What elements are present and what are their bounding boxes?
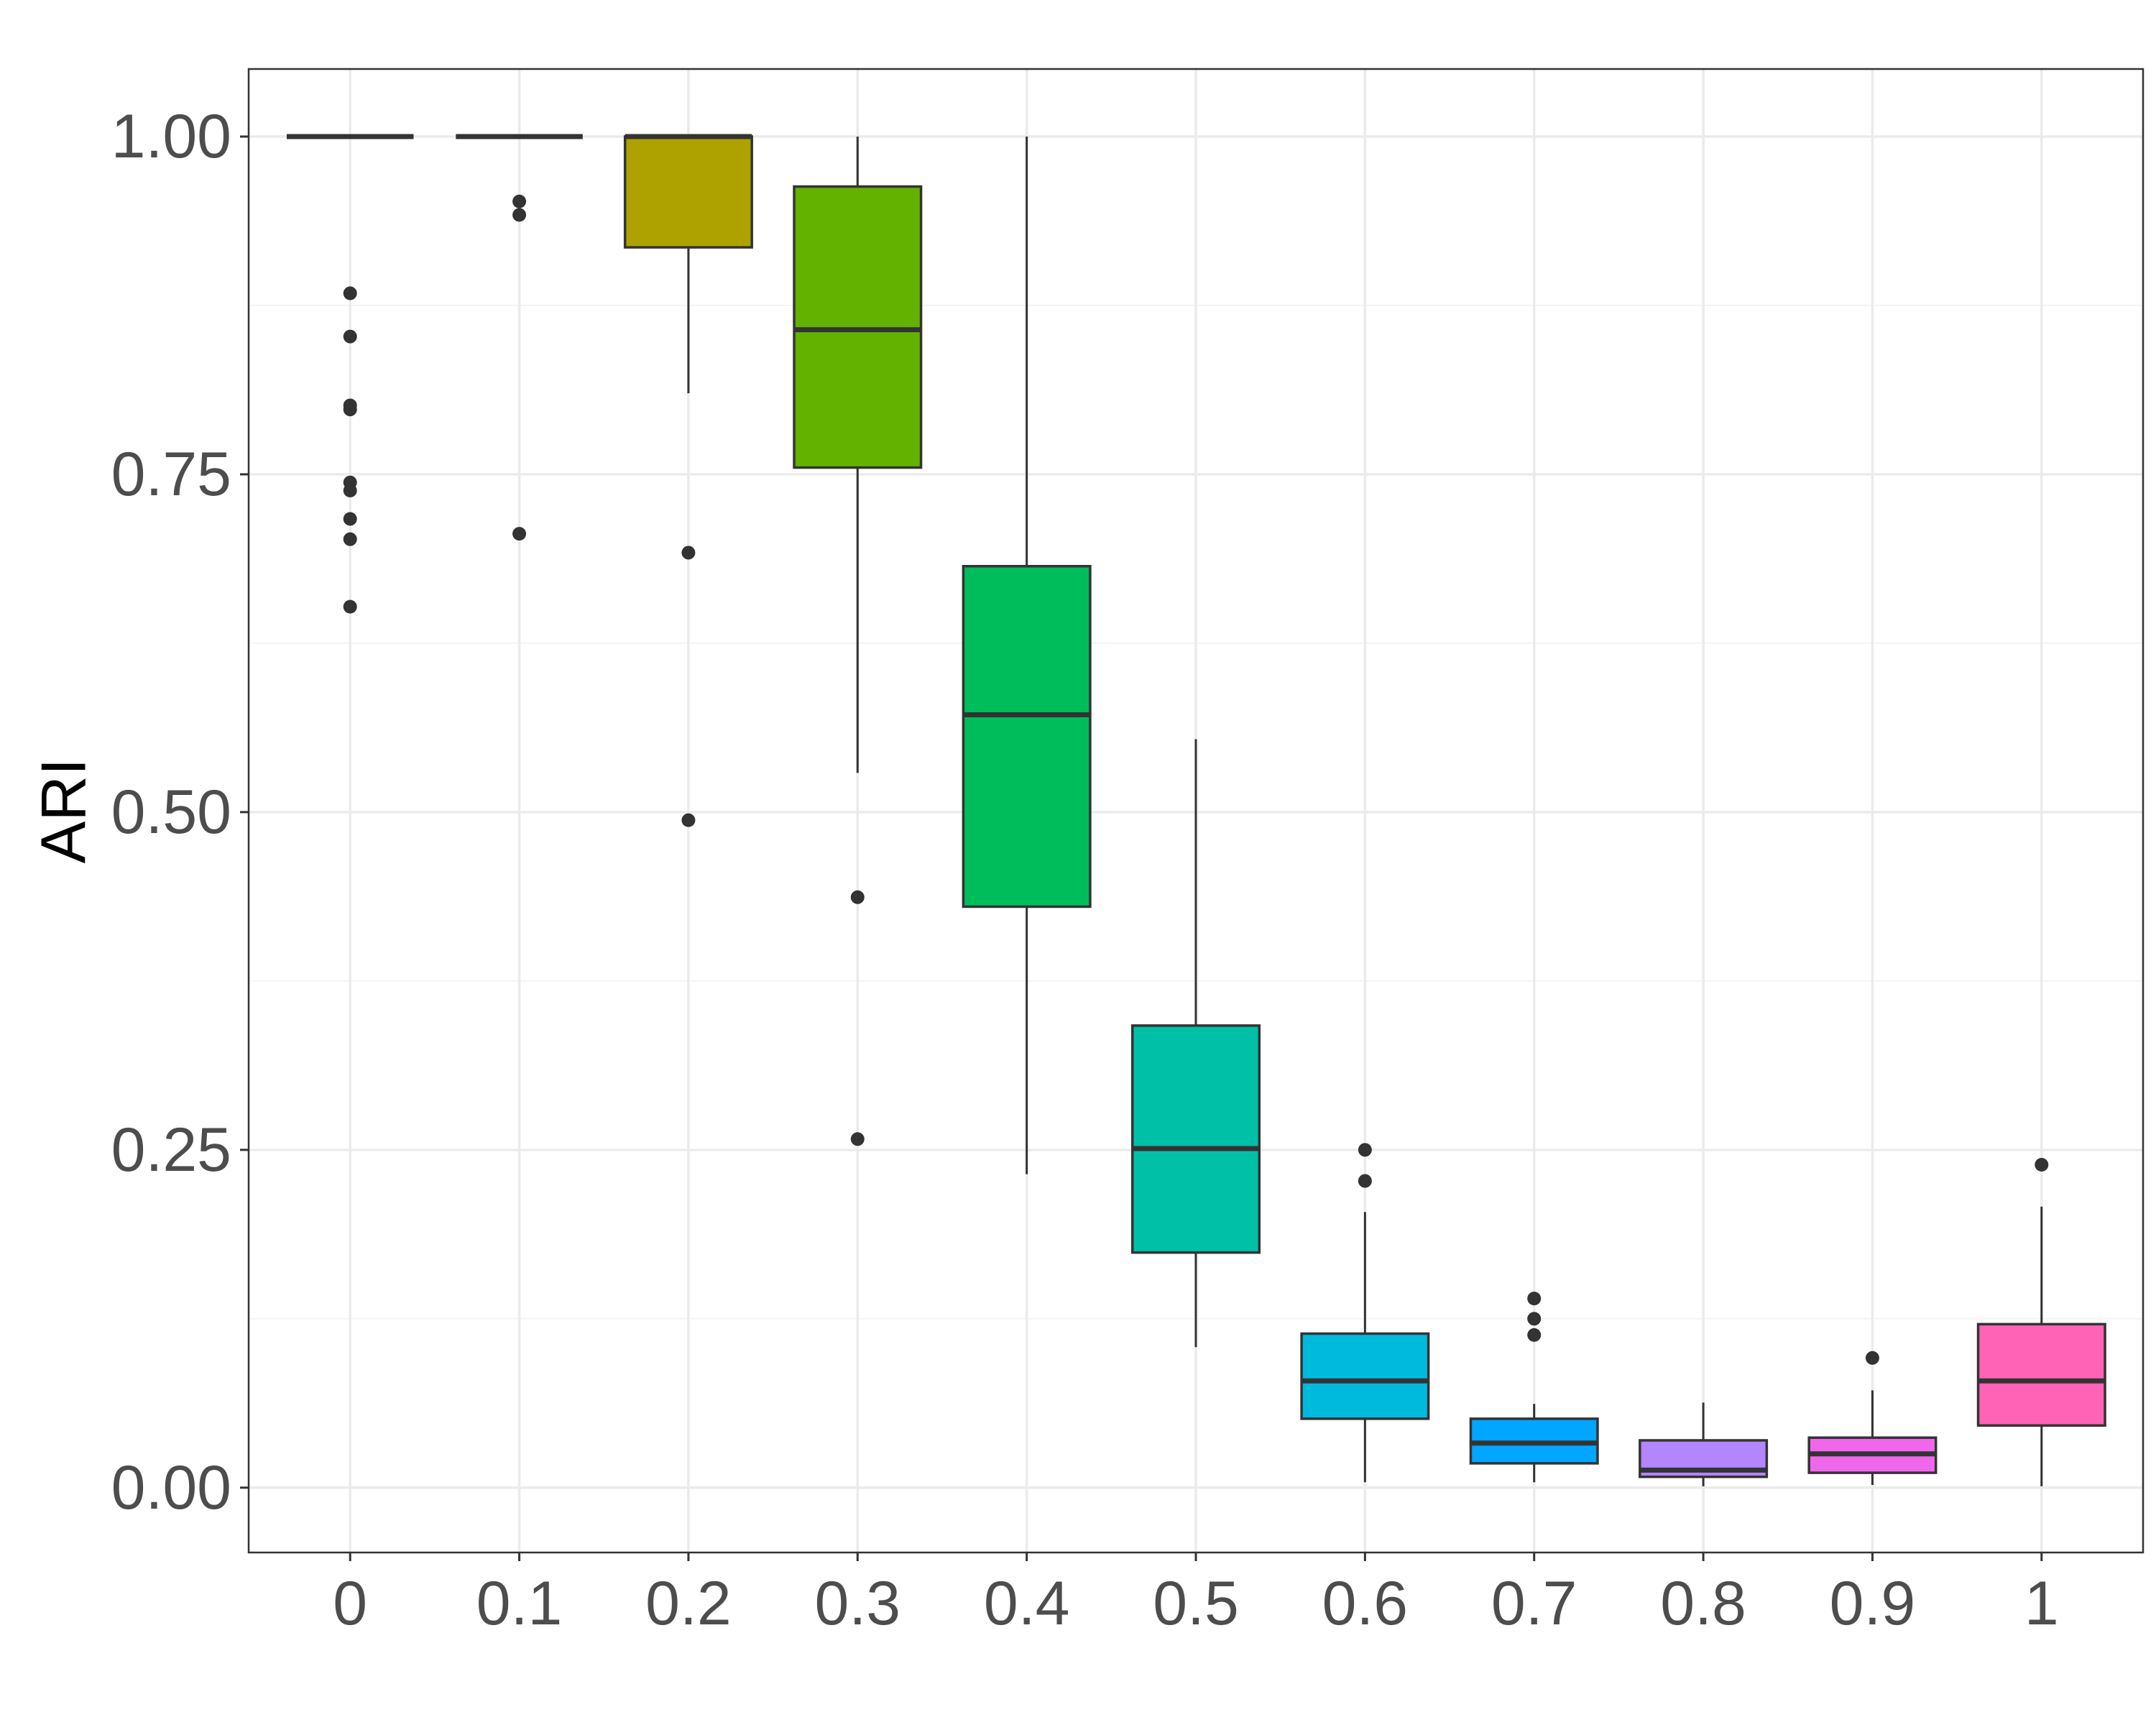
outlier-point [1527, 1292, 1542, 1306]
box-group [1639, 1402, 1769, 1486]
outlier-point [343, 286, 357, 300]
outlier-point [343, 483, 357, 497]
box-group [793, 136, 923, 1146]
boxes [286, 134, 2106, 1486]
y-tick-label: 0.00 [111, 1453, 231, 1522]
box-iqr [962, 565, 1092, 908]
x-tick-label: 0.3 [815, 1569, 901, 1638]
x-tick-label: 0.7 [1491, 1569, 1577, 1638]
box-group [1469, 1292, 1599, 1483]
outlier-point [1865, 1351, 1879, 1365]
box-group [456, 134, 583, 541]
outlier-point [850, 890, 865, 904]
outlier-point [1527, 1312, 1542, 1326]
box-iqr [1300, 1332, 1430, 1420]
outlier-point [343, 599, 357, 614]
box-iqr [1976, 1322, 2106, 1427]
x-tick-label: 0.9 [1830, 1569, 1916, 1638]
box-group [623, 134, 753, 827]
box-group [1807, 1351, 1938, 1486]
box-group [1300, 1143, 1430, 1483]
x-tick-label: 1 [2024, 1569, 2059, 1638]
x-tick-label: 0.4 [984, 1569, 1070, 1638]
box-group [962, 136, 1092, 1174]
y-axis: 0.00 0.25 0.50 0.75 1.00 [111, 102, 249, 1522]
x-tick-label: 0.2 [645, 1569, 732, 1638]
y-tick-label: 0.50 [111, 778, 231, 847]
x-tick-label: 0.8 [1660, 1569, 1746, 1638]
box-iqr [793, 185, 923, 469]
outlier-point [512, 527, 527, 541]
y-tick-label: 1.00 [111, 102, 231, 171]
outlier-point [343, 329, 357, 344]
x-tick-label: 0.5 [1153, 1569, 1239, 1638]
y-axis-title: ARI [28, 758, 99, 864]
box-group [1130, 739, 1261, 1348]
outlier-point [343, 512, 357, 526]
x-tick-label: 0 [333, 1569, 367, 1638]
x-tick-label: 0.6 [1322, 1569, 1409, 1638]
y-tick-label: 0.25 [111, 1116, 231, 1184]
x-tick-label: 0.1 [476, 1569, 563, 1638]
x-axis: 0 0.1 0.2 0.3 0.4 0.5 0.6 0.7 0.8 0.9 1 [333, 1552, 2059, 1638]
outlier-point [850, 1132, 865, 1146]
outlier-point [2035, 1158, 2049, 1172]
outlier-point [681, 813, 696, 827]
outlier-point [1527, 1328, 1542, 1342]
outlier-point [343, 402, 357, 417]
box-iqr [623, 135, 753, 249]
outlier-point [1358, 1174, 1372, 1188]
box-group [286, 134, 414, 614]
outlier-point [1358, 1143, 1372, 1157]
y-tick-label: 0.75 [111, 440, 231, 509]
outlier-point [512, 194, 527, 208]
box-group [1976, 1158, 2106, 1486]
outlier-point [343, 532, 357, 546]
outlier-point [512, 208, 527, 222]
outlier-point [681, 546, 696, 560]
box-iqr [1130, 1024, 1261, 1254]
